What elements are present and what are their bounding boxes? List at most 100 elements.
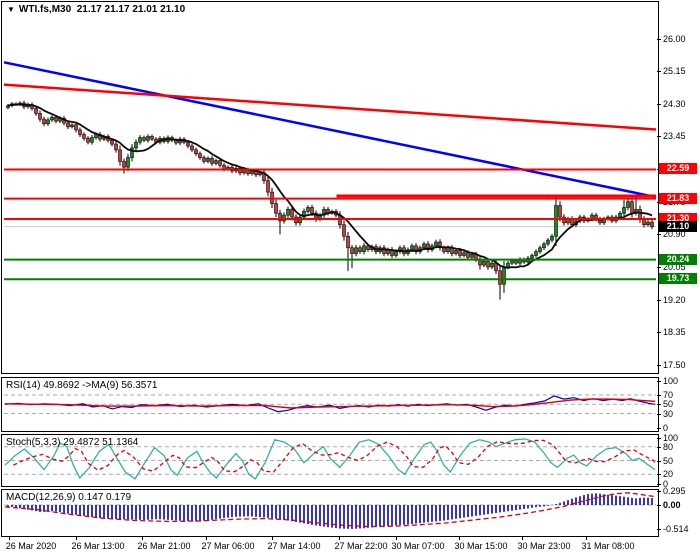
price-badge: 21.83 bbox=[659, 193, 697, 204]
indicator-axis-tick bbox=[657, 447, 661, 448]
price-badge: 20.24 bbox=[659, 254, 697, 265]
candle-body bbox=[194, 149, 198, 155]
price-axis-tick bbox=[657, 300, 661, 301]
candle-body bbox=[302, 211, 306, 218]
candle-body bbox=[126, 157, 130, 168]
price-badge: 19.73 bbox=[659, 273, 697, 284]
candle-body bbox=[626, 201, 630, 208]
candle-body bbox=[422, 243, 426, 249]
candle-body bbox=[146, 136, 150, 141]
candle-body bbox=[70, 124, 74, 128]
candle-body bbox=[142, 137, 146, 141]
candle-body bbox=[218, 160, 222, 166]
candle-body bbox=[350, 247, 354, 254]
price-axis-tick bbox=[657, 365, 661, 366]
indicator-axis-tick bbox=[657, 484, 661, 485]
candle-body bbox=[490, 262, 494, 268]
indicator-axis-label: 50 bbox=[663, 399, 674, 409]
candle-body bbox=[558, 205, 562, 218]
stochastic-label: Stoch(5,3,3) 29.4872 51.1364 bbox=[6, 437, 139, 448]
time-axis-label: 30 Mar 23:00 bbox=[517, 541, 571, 551]
candle-body bbox=[94, 134, 98, 138]
time-axis-tick bbox=[9, 537, 10, 540]
candle-body bbox=[122, 161, 126, 168]
candle-body bbox=[362, 245, 366, 252]
candle-body bbox=[466, 252, 470, 258]
candle-body bbox=[534, 251, 538, 256]
candle-body bbox=[42, 118, 46, 125]
moving-average-line bbox=[7, 103, 653, 269]
stochastic-chart-canvas[interactable] bbox=[2, 435, 658, 486]
price-axis-tick bbox=[657, 71, 661, 72]
candle-body bbox=[110, 139, 114, 145]
indicator-axis-tick bbox=[657, 505, 661, 506]
indicator-axis-tick bbox=[657, 491, 661, 492]
descending-trendline-red bbox=[3, 83, 657, 131]
candlestick-chart-canvas[interactable] bbox=[2, 2, 658, 373]
candle-body bbox=[546, 239, 550, 245]
candle-body bbox=[306, 207, 310, 212]
candle-body bbox=[74, 124, 78, 131]
candle-body bbox=[638, 209, 642, 220]
time-axis-label: 26 Mar 2020 bbox=[5, 541, 57, 551]
candle-body bbox=[542, 243, 546, 249]
candle-body bbox=[366, 245, 370, 251]
macd-label: MACD(12,26,9) 0.147 0.179 bbox=[6, 492, 132, 503]
candle-body bbox=[206, 158, 210, 162]
rsi-chart-canvas[interactable] bbox=[2, 378, 658, 431]
indicator-axis-label: 0 bbox=[663, 423, 669, 433]
price-axis-label: 23.45 bbox=[663, 131, 686, 141]
candle-body bbox=[46, 119, 50, 125]
stoch_d-line bbox=[13, 439, 656, 473]
candle-body bbox=[114, 143, 118, 151]
rsi-indicator-panel[interactable]: RSI(14) 49.8692 ->MA(9) 56.3571 bbox=[1, 377, 659, 432]
candle-body bbox=[38, 113, 42, 120]
candle-body bbox=[462, 252, 466, 256]
candle-body bbox=[486, 260, 490, 268]
price-axis-tick bbox=[657, 104, 661, 105]
main-price-chart-panel[interactable]: ▼ WTI.fs,M30 21.17 21.17 21.01 21.10 bbox=[1, 1, 659, 374]
candle-body bbox=[50, 116, 54, 121]
macd-chart-canvas[interactable] bbox=[2, 490, 658, 536]
price-axis-tick bbox=[657, 332, 661, 333]
indicator-axis-tick bbox=[657, 438, 661, 439]
price-axis-label: 20.05 bbox=[663, 262, 686, 272]
indicator-axis-tick bbox=[657, 428, 661, 429]
price-axis-label: 26.00 bbox=[663, 34, 686, 44]
descending-trendline-blue bbox=[3, 61, 657, 199]
price-axis-tick bbox=[657, 136, 661, 137]
candle-body bbox=[290, 209, 294, 218]
candle-body bbox=[410, 245, 414, 251]
time-axis-label: 27 Mar 14:00 bbox=[267, 541, 321, 551]
time-axis-tick bbox=[459, 537, 460, 540]
time-axis-tick bbox=[272, 537, 273, 540]
macd-indicator-panel[interactable]: MACD(12,26,9) 0.147 0.179 bbox=[1, 489, 659, 537]
indicator-axis-label: 80 bbox=[663, 442, 674, 452]
time-axis-tick bbox=[142, 537, 143, 540]
candle-body bbox=[502, 266, 506, 285]
candle-body bbox=[498, 270, 502, 285]
indicator-axis-label: 20 bbox=[663, 469, 674, 479]
candle-body bbox=[358, 247, 362, 252]
candle-body bbox=[434, 241, 438, 247]
stochastic-indicator-panel[interactable]: Stoch(5,3,3) 29.4872 51.1364 bbox=[1, 434, 659, 487]
candle-body bbox=[202, 157, 206, 162]
indicator-axis-label: 100 bbox=[663, 433, 679, 443]
price-badge: 22.59 bbox=[659, 163, 697, 174]
indicator-axis-tick bbox=[657, 404, 661, 405]
time-axis-tick bbox=[586, 537, 587, 540]
price-badge: 21.30 bbox=[659, 213, 697, 224]
candle-body bbox=[414, 245, 418, 252]
price-axis-label: 25.15 bbox=[663, 66, 686, 76]
candle-body bbox=[54, 116, 58, 122]
candle-body bbox=[346, 235, 350, 249]
candle-body bbox=[426, 243, 430, 251]
symbol-name: WTI.fs,M30 bbox=[18, 4, 72, 15]
price-axis-label: 18.35 bbox=[663, 327, 686, 337]
price-axis-tick bbox=[657, 234, 661, 235]
time-axis-label: 27 Mar 22:00 bbox=[334, 541, 388, 551]
stoch_k-line bbox=[4, 438, 656, 480]
price-axis-tick bbox=[657, 39, 661, 40]
candle-body bbox=[86, 138, 90, 143]
